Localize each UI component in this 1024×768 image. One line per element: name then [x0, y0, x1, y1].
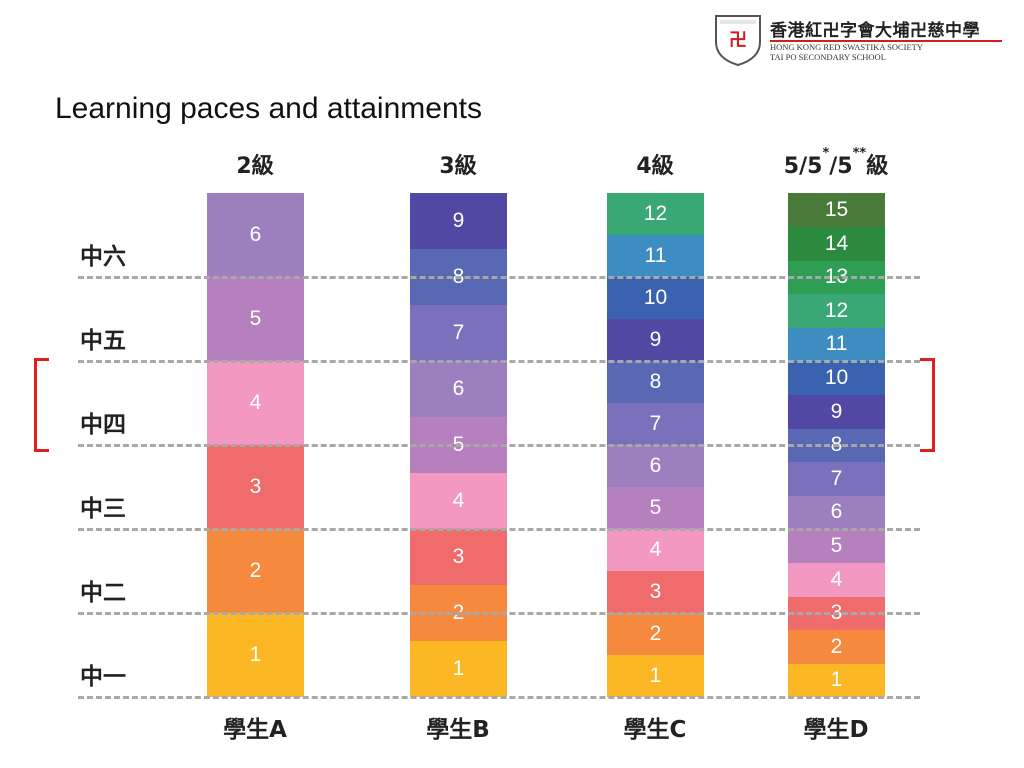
level-segment: 2 — [207, 529, 304, 613]
level-segment: 11 — [607, 235, 704, 277]
level-segment: 1 — [607, 655, 704, 697]
form-label-s2: 中二 — [80, 580, 126, 606]
school-crest-icon: 卍 — [715, 15, 761, 66]
level-segment: 8 — [607, 361, 704, 403]
school-name-en-line1: HONG KONG RED SWASTIKA SOCIETY — [770, 42, 923, 52]
level-segment: 7 — [410, 305, 507, 361]
level-segment: 12 — [607, 193, 704, 235]
school-name-zh: 香港紅卍字會大埔卍慈中學 — [770, 21, 980, 41]
form-label-s5: 中五 — [80, 328, 126, 354]
level-segment: 6 — [607, 445, 704, 487]
level-segment: 6 — [207, 193, 304, 277]
column-head-d-part: /5 — [829, 154, 853, 179]
level-segment: 10 — [607, 277, 704, 319]
level-segment: 7 — [788, 461, 885, 496]
level-segment: 4 — [207, 361, 304, 445]
form-label-s1: 中一 — [80, 664, 126, 690]
level-segment: 14 — [788, 226, 885, 261]
level-segment: 5 — [788, 529, 885, 563]
highlight-bracket-left — [34, 358, 49, 452]
level-segment: 1 — [788, 663, 885, 698]
column-head-a: 2級 — [236, 154, 274, 179]
student-label-d: 學生D — [803, 717, 869, 743]
student-label-b: 學生B — [426, 717, 490, 743]
level-segment: 15 — [788, 193, 885, 227]
school-name-en-line2: TAI PO SECONDARY SCHOOL — [770, 51, 886, 62]
column-head-d: 5/5*/5**級 — [761, 146, 911, 180]
form-divider — [78, 696, 920, 699]
level-segment: 11 — [788, 327, 885, 362]
level-segment: 5 — [607, 487, 704, 529]
student-label-a: 學生A — [223, 717, 287, 743]
level-segment: 7 — [607, 403, 704, 445]
level-segment: 9 — [607, 319, 704, 361]
crest-glyph: 卍 — [729, 30, 747, 51]
level-segment: 6 — [410, 361, 507, 417]
school-name-en: HONG KONG RED SWASTIKA SOCIETY TAI PO SE… — [770, 42, 923, 62]
column-head-d-star: * — [822, 146, 830, 161]
student-label-c: 學生C — [623, 717, 687, 743]
level-column-c: 1 2 3 4 5 6 7 8 9 10 11 12 — [607, 193, 704, 697]
column-head-b: 3級 — [439, 154, 477, 179]
level-segment: 12 — [788, 293, 885, 328]
column-head-c: 4級 — [636, 154, 674, 179]
level-segment: 10 — [788, 361, 885, 395]
level-segment: 1 — [207, 613, 304, 697]
level-segment: 3 — [410, 529, 507, 585]
form-divider — [78, 528, 920, 531]
level-segment: 9 — [788, 394, 885, 429]
highlight-bracket-right — [920, 358, 935, 452]
form-divider — [78, 276, 920, 279]
form-divider — [78, 360, 920, 363]
level-segment: 4 — [607, 529, 704, 571]
level-segment: 4 — [410, 473, 507, 529]
level-segment: 2 — [788, 629, 885, 664]
form-label-s4: 中四 — [80, 412, 126, 438]
form-label-s6: 中六 — [80, 244, 126, 270]
school-name-divider — [770, 40, 1002, 42]
level-segment: 4 — [788, 562, 885, 597]
level-segment: 5 — [207, 277, 304, 361]
level-segment: 6 — [788, 495, 885, 530]
school-logo: 卍 香港紅卍字會大埔卍慈中學 HONG KONG RED SWASTIKA SO… — [712, 10, 1012, 68]
column-head-d-part: 級 — [866, 154, 889, 179]
slide-title: Learning paces and attainments — [55, 92, 482, 125]
form-label-s3: 中三 — [80, 496, 126, 522]
level-segment: 2 — [607, 613, 704, 655]
form-divider — [78, 612, 920, 615]
level-segment: 3 — [607, 571, 704, 613]
level-segment: 9 — [410, 193, 507, 249]
column-head-d-star: ** — [852, 146, 867, 161]
form-divider — [78, 444, 920, 447]
level-segment: 3 — [207, 445, 304, 529]
level-segment: 1 — [410, 641, 507, 697]
column-head-d-part: 5/5 — [783, 154, 823, 179]
